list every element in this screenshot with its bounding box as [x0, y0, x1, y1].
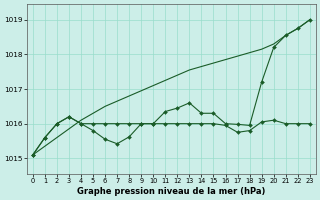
X-axis label: Graphe pression niveau de la mer (hPa): Graphe pression niveau de la mer (hPa): [77, 187, 266, 196]
